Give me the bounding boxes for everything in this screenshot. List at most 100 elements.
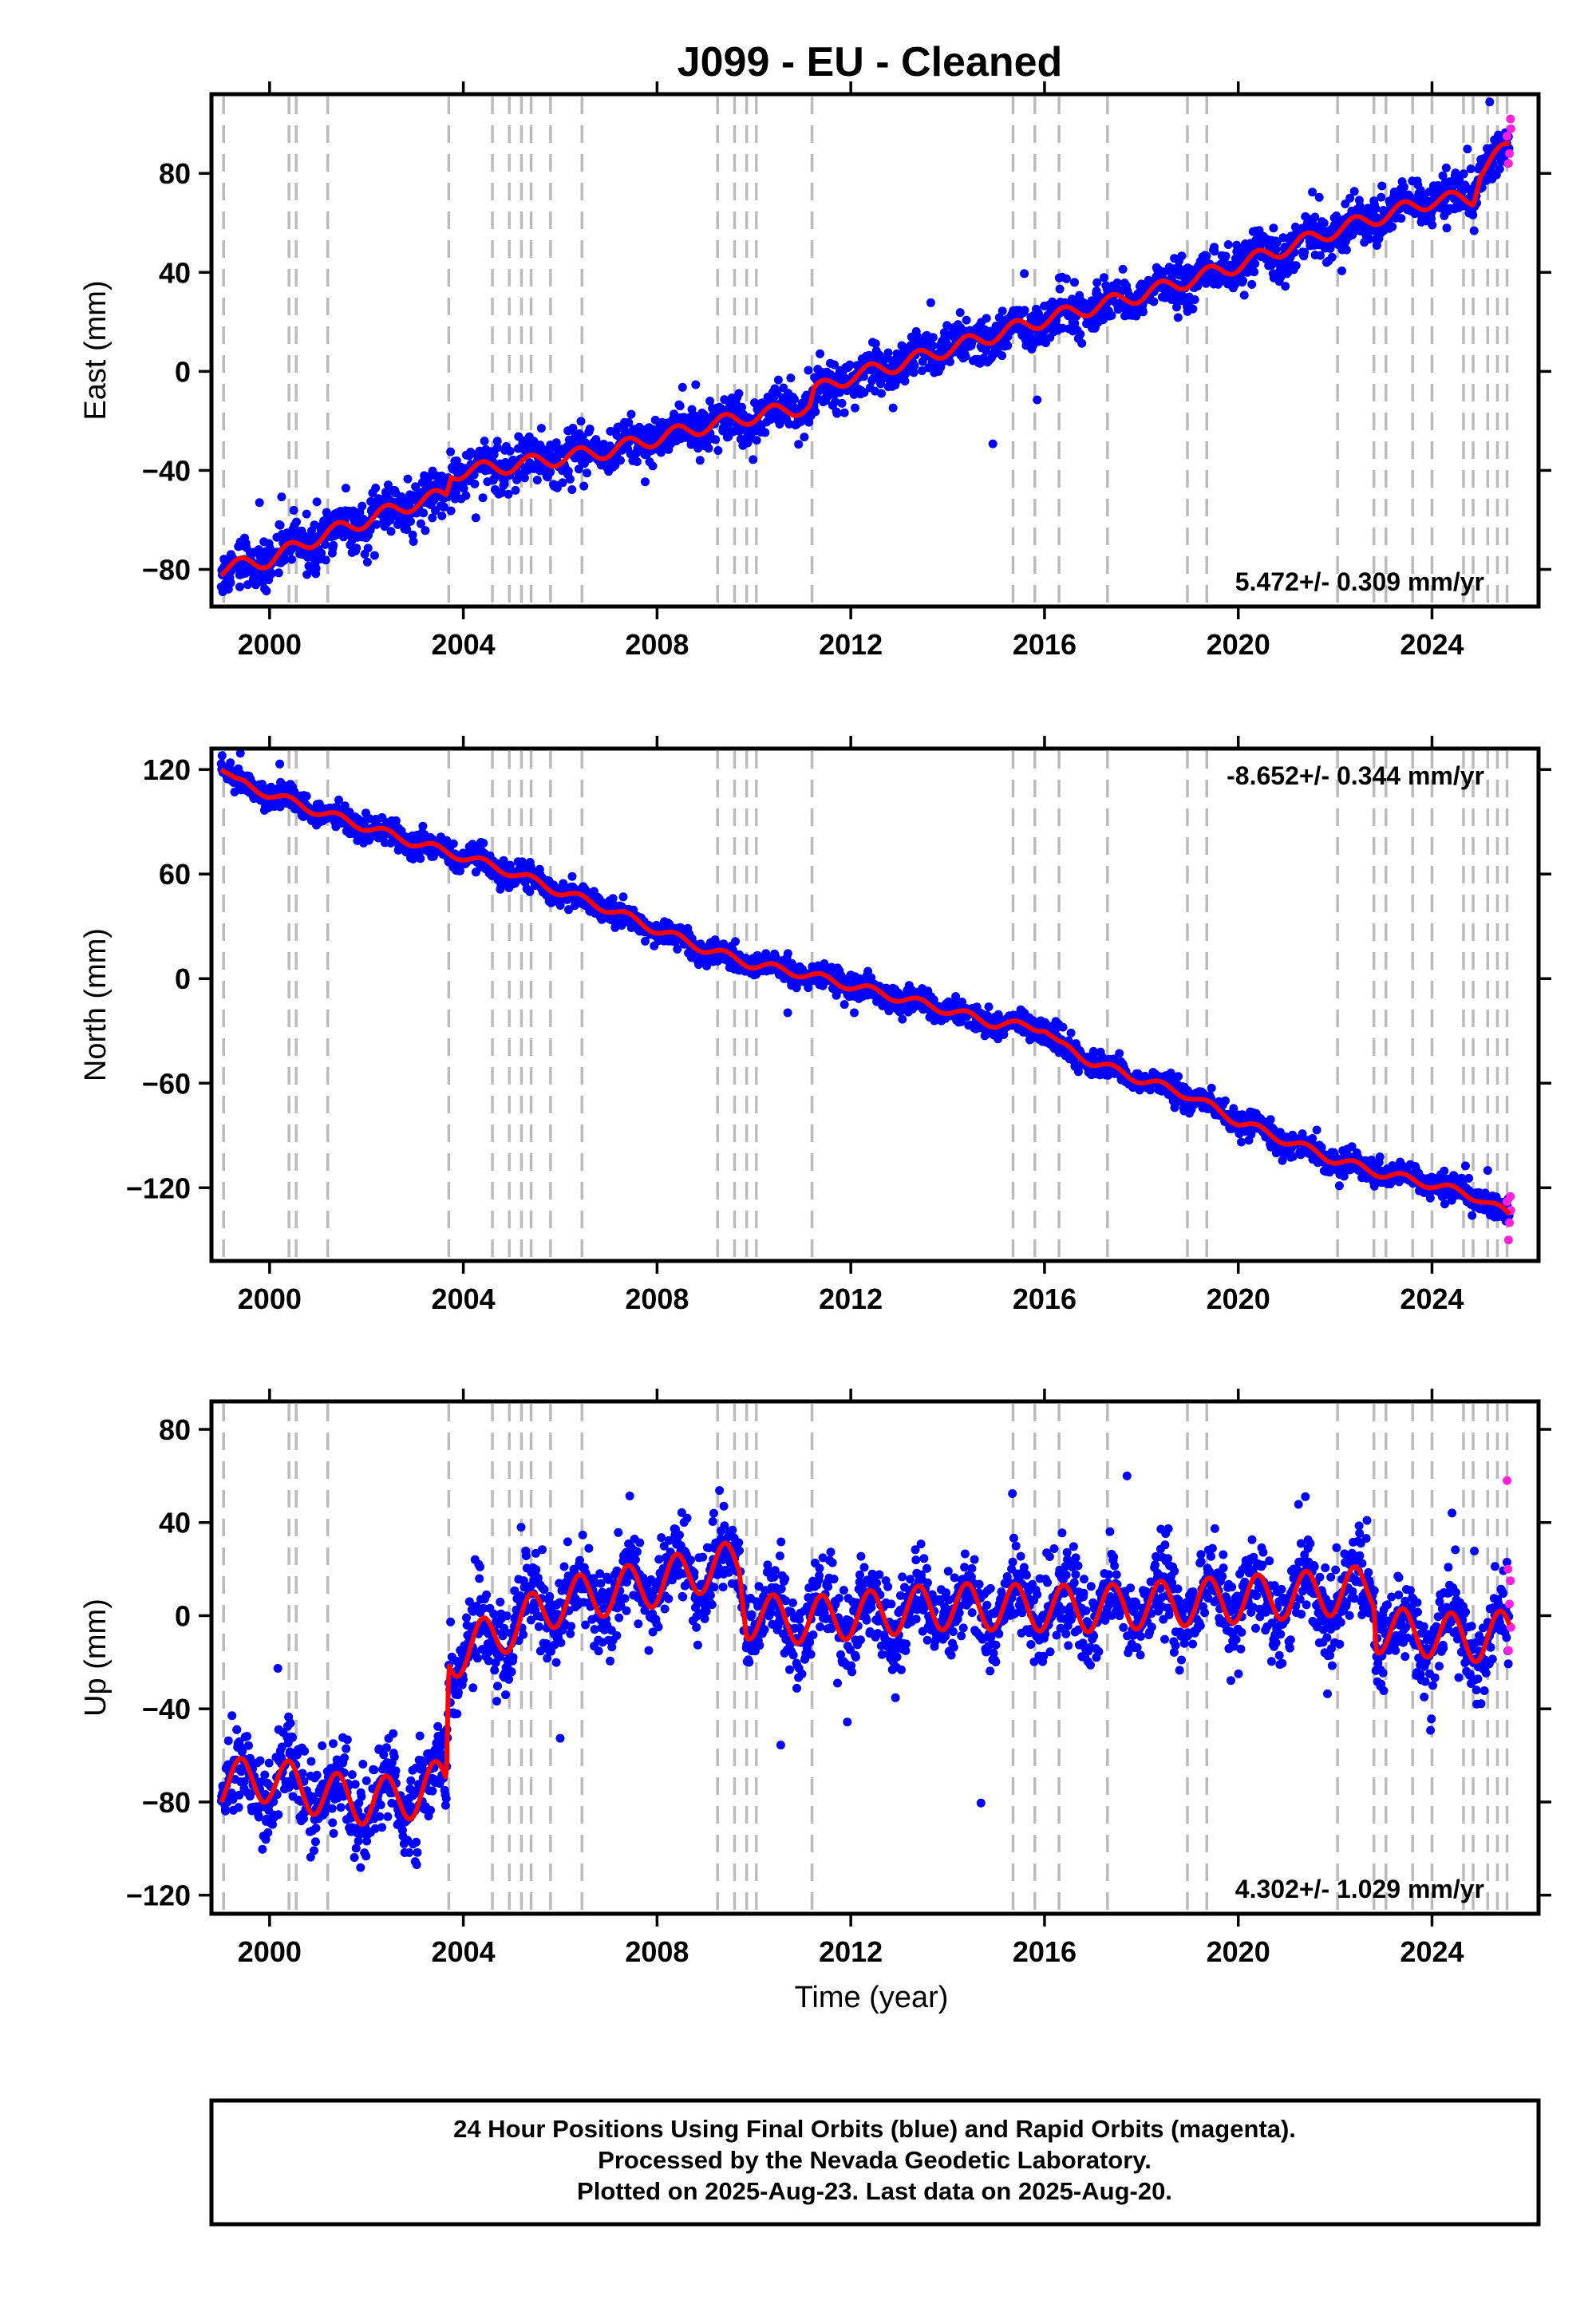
data-point xyxy=(1076,330,1085,339)
data-point xyxy=(1319,219,1329,228)
data-point xyxy=(275,759,285,769)
data-point xyxy=(421,526,430,536)
data-point xyxy=(1107,310,1116,320)
data-point xyxy=(262,587,271,595)
data-point xyxy=(292,517,301,527)
data-point xyxy=(1388,222,1397,231)
data-point xyxy=(816,349,825,358)
data-point xyxy=(565,474,575,484)
data-point xyxy=(416,519,425,528)
x-tick-label-2000: 2000 xyxy=(238,628,302,661)
data-point xyxy=(1469,226,1479,235)
data-point xyxy=(1396,214,1406,223)
data-point xyxy=(1428,220,1437,230)
north-panel: 2000 2004 2008 2012 2016 2020 2024−120−6006012… xyxy=(79,736,1551,1315)
data-point xyxy=(1223,240,1233,249)
data-point xyxy=(369,551,379,560)
data-point xyxy=(1118,264,1128,274)
data-point xyxy=(839,408,849,417)
data-point xyxy=(492,437,502,446)
data-point xyxy=(804,366,813,375)
data-point xyxy=(471,513,480,523)
data-point xyxy=(1442,223,1452,233)
data-point xyxy=(1138,307,1148,317)
data-point xyxy=(461,491,471,500)
data-point xyxy=(988,439,998,449)
data-point xyxy=(563,466,573,476)
y-tick-label--40: −40 xyxy=(142,454,191,487)
data-point xyxy=(1308,1134,1317,1143)
data-point xyxy=(451,488,460,497)
data-point xyxy=(675,401,685,411)
x-tick-label-2024: 2024 xyxy=(1400,628,1464,661)
data-point xyxy=(1077,338,1087,348)
data-point xyxy=(226,758,235,768)
data-point xyxy=(955,308,965,318)
x-tick-label-2016: 2016 xyxy=(1013,628,1077,661)
data-point xyxy=(832,409,842,418)
data-point xyxy=(1459,169,1468,179)
data-point xyxy=(1327,252,1337,262)
data-point xyxy=(984,1002,994,1012)
data-point xyxy=(363,543,373,553)
data-point xyxy=(317,548,326,558)
data-point xyxy=(1314,192,1324,202)
data-point xyxy=(998,351,1007,361)
data-point xyxy=(459,484,468,493)
data-point xyxy=(888,403,898,413)
east-panel: 2000 2004 2008 2012 2016 2020 2024−80−4004080E… xyxy=(79,81,1551,661)
data-point xyxy=(446,447,456,456)
data-point xyxy=(877,389,886,398)
data-point xyxy=(1221,251,1231,261)
y-tick-label-40: 40 xyxy=(159,256,191,289)
data-point xyxy=(1466,164,1476,174)
data-point xyxy=(786,373,796,383)
x-tick-label-2004: 2004 xyxy=(432,628,496,661)
data-point xyxy=(320,539,330,549)
data-point xyxy=(1020,306,1029,315)
data-point xyxy=(567,485,577,494)
data-point xyxy=(386,527,396,536)
data-point xyxy=(277,492,286,502)
data-point xyxy=(1188,304,1198,314)
data-point xyxy=(1115,1049,1124,1058)
data-point xyxy=(1210,247,1219,256)
data-point xyxy=(898,1014,907,1024)
data-point xyxy=(1399,182,1408,192)
data-point xyxy=(568,423,578,433)
data-point xyxy=(567,871,577,881)
data-point xyxy=(418,821,428,831)
data-point xyxy=(773,375,783,385)
data-point xyxy=(497,488,507,497)
data-point xyxy=(734,389,744,398)
data-point xyxy=(1238,276,1247,286)
data-point xyxy=(478,493,488,503)
data-point xyxy=(678,382,687,392)
data-point xyxy=(998,306,1007,316)
data-point xyxy=(1207,1083,1216,1093)
data-point xyxy=(1316,251,1325,260)
data-point xyxy=(1220,1096,1230,1105)
data-point xyxy=(711,435,721,445)
data-point xyxy=(329,540,338,550)
data-point xyxy=(402,525,412,534)
data-point xyxy=(352,543,361,553)
data-point xyxy=(1377,181,1387,191)
data-point xyxy=(287,555,297,564)
data-point xyxy=(883,348,893,358)
data-point xyxy=(362,557,372,567)
data-point xyxy=(479,839,488,848)
data-point xyxy=(546,467,555,476)
x-tick-label-2020: 2020 xyxy=(1207,628,1270,661)
data-point xyxy=(1237,1137,1246,1147)
data-point xyxy=(1173,313,1183,322)
data-point xyxy=(428,513,437,523)
data-point xyxy=(626,409,636,419)
data-point xyxy=(576,417,586,426)
data-point xyxy=(406,516,415,526)
data-point xyxy=(1149,297,1159,306)
data-point xyxy=(1337,266,1346,275)
data-point xyxy=(519,473,529,483)
y-axis-label: East (mm) xyxy=(79,280,113,420)
data-point xyxy=(837,398,847,408)
